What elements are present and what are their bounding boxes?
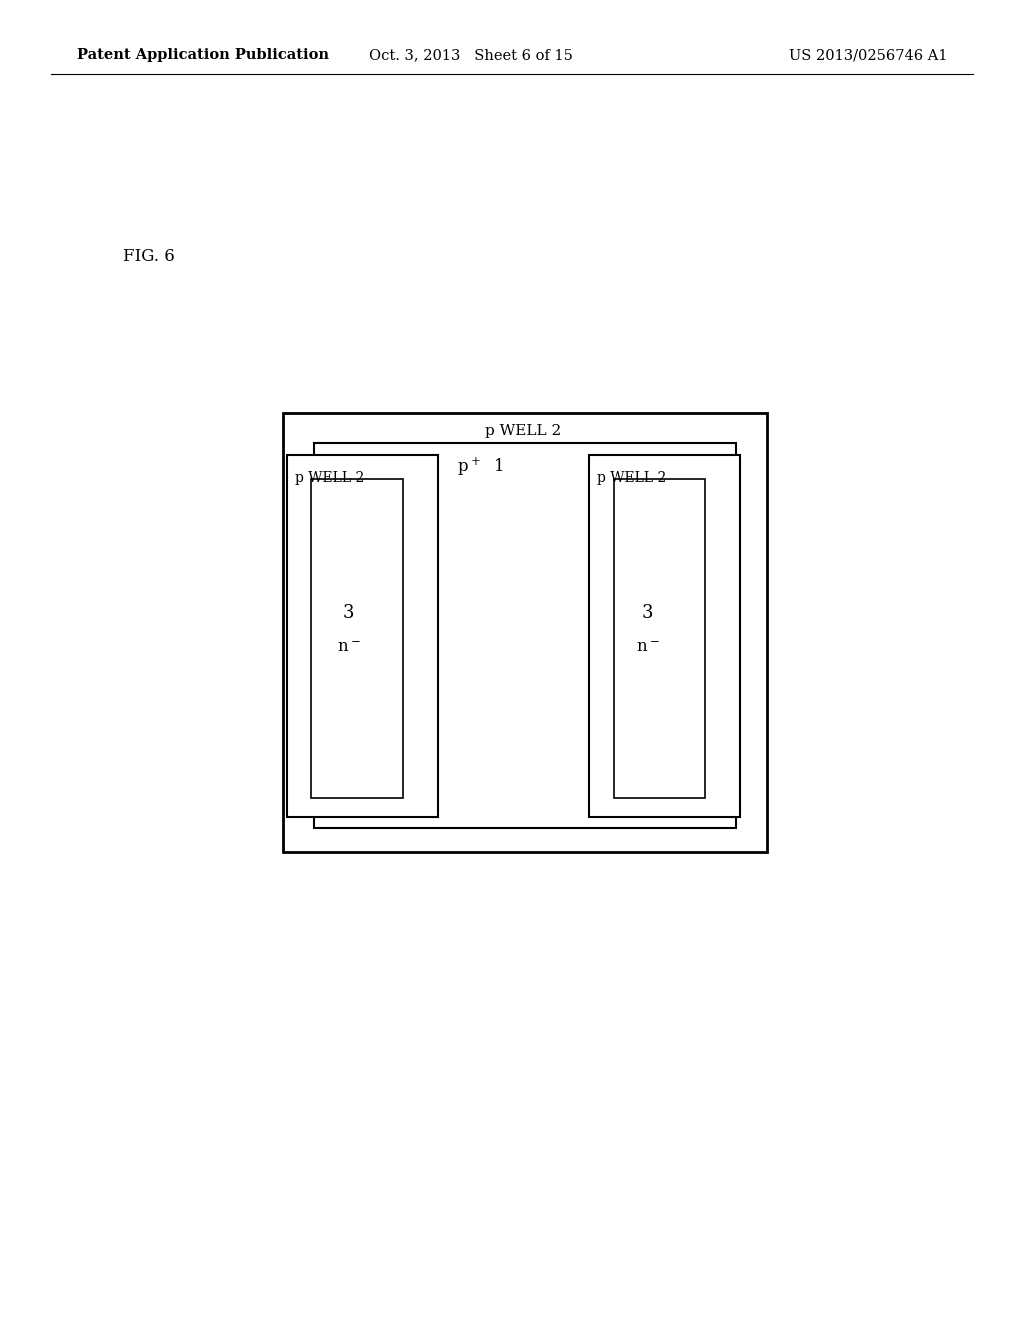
Text: $\mathregular{n^-}$: $\mathregular{n^-}$ xyxy=(337,639,360,656)
Bar xyxy=(613,479,705,797)
Text: FIG. 6: FIG. 6 xyxy=(123,248,175,264)
Bar xyxy=(589,455,740,817)
Text: Oct. 3, 2013   Sheet 6 of 15: Oct. 3, 2013 Sheet 6 of 15 xyxy=(369,49,573,62)
Text: US 2013/0256746 A1: US 2013/0256746 A1 xyxy=(788,49,947,62)
Bar xyxy=(313,444,736,828)
Text: 3: 3 xyxy=(642,603,653,622)
Text: p WELL 2: p WELL 2 xyxy=(485,424,561,438)
Text: $\mathregular{n^-}$: $\mathregular{n^-}$ xyxy=(636,639,659,656)
Text: p WELL 2: p WELL 2 xyxy=(597,470,667,484)
Text: p WELL 2: p WELL 2 xyxy=(295,470,364,484)
Bar xyxy=(283,413,767,851)
Text: 3: 3 xyxy=(343,603,354,622)
Text: Patent Application Publication: Patent Application Publication xyxy=(77,49,329,62)
Text: $\mathregular{p^+}$  1: $\mathregular{p^+}$ 1 xyxy=(458,455,504,478)
Bar xyxy=(311,479,402,797)
Bar xyxy=(287,455,437,817)
